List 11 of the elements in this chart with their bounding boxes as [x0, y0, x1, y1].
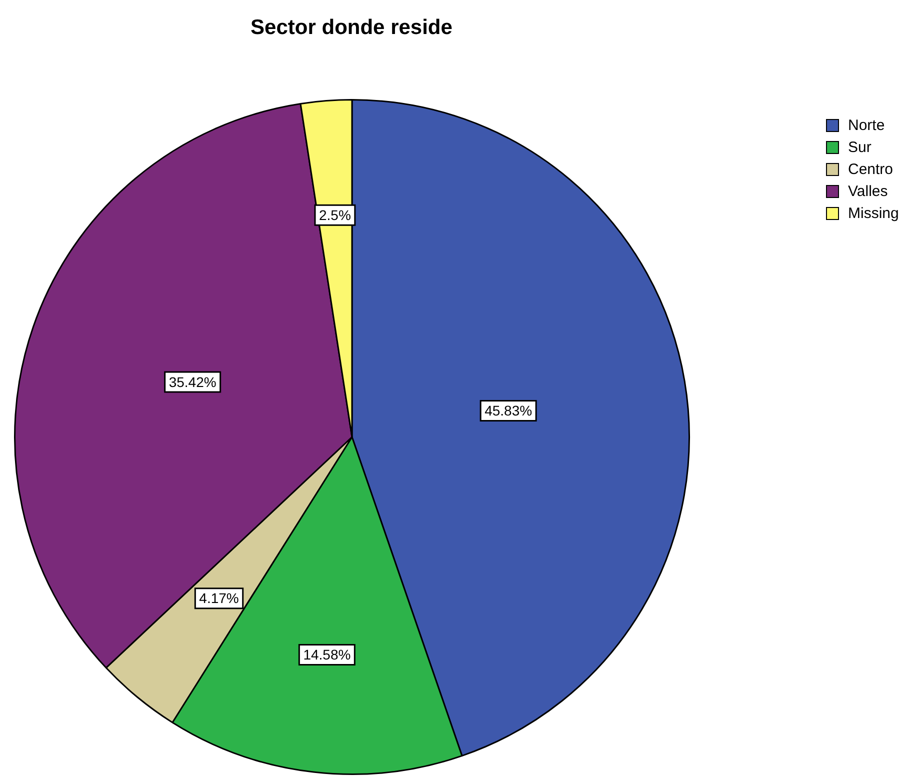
legend-label: Valles: [848, 182, 888, 200]
legend-label: Norte: [848, 116, 885, 134]
legend-label: Sur: [848, 138, 872, 156]
legend-label: Missing: [848, 204, 899, 222]
data-label: 14.58%: [303, 646, 351, 663]
data-label: 35.42%: [168, 374, 216, 390]
legend-label: Centro: [848, 160, 894, 178]
chart-title: Sector donde reside: [250, 16, 454, 40]
data-label: 4.17%: [199, 590, 239, 606]
data-label: 2.5%: [319, 206, 351, 223]
data-label: 45.83%: [484, 402, 532, 419]
